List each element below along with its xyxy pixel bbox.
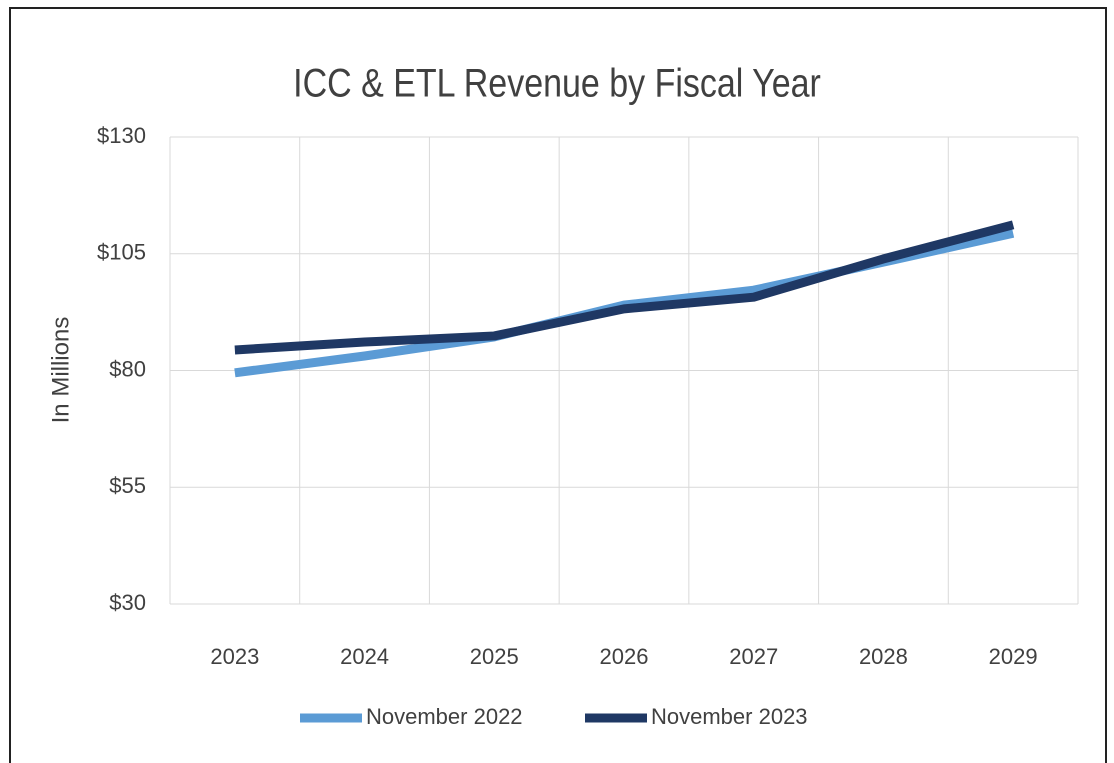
chart-title: ICC & ETL Revenue by Fiscal Year: [293, 60, 821, 105]
legend-label: November 2022: [366, 704, 523, 729]
y-tick-label: $80: [109, 356, 146, 381]
y-axis-title: In Millions: [47, 317, 74, 424]
y-tick-label: $30: [109, 590, 146, 615]
x-tick-label: 2029: [989, 644, 1038, 669]
series-line: [234, 220, 1015, 355]
x-tick-label: 2025: [470, 644, 519, 669]
frame: [9, 7, 1107, 763]
legend-label: November 2023: [651, 704, 808, 729]
x-tick-label: 2023: [210, 644, 259, 669]
y-tick-label: $55: [109, 473, 146, 498]
x-tick-label: 2024: [340, 644, 389, 669]
y-tick-label: $130: [97, 123, 146, 148]
x-tick-label: 2026: [600, 644, 649, 669]
y-tick-label: $105: [97, 240, 146, 265]
x-tick-label: 2027: [729, 644, 778, 669]
x-tick-label: 2028: [859, 644, 908, 669]
